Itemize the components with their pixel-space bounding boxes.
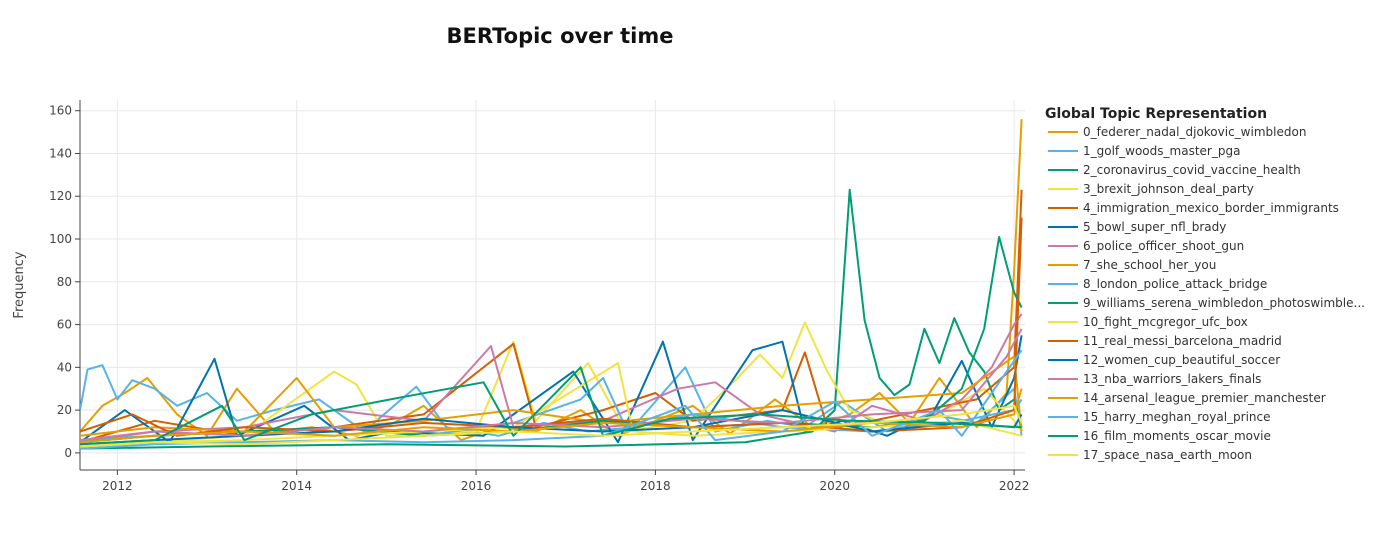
y-tick-label: 0 [64,446,72,460]
legend-label: 9_williams_serena_wimbledon_photoswimble… [1083,296,1365,310]
series-line-7 [80,355,1023,437]
legend-item-10[interactable]: 10_fight_mcgregor_ufc_box [1048,315,1248,329]
x-axis-ticks: 2012 2014 2016 2018 2020 2022 [102,470,1029,493]
y-tick-label: 80 [57,275,72,289]
y-tick-label: 20 [57,403,72,417]
legend-label: 13_nba_warriors_lakers_finals [1083,372,1261,386]
y-tick-label: 100 [49,232,72,246]
legend-label: 14_arsenal_league_premier_manchester [1083,391,1326,405]
legend-label: 7_she_school_her_you [1083,258,1216,272]
series-line-17 [80,404,1023,448]
legend-item-9[interactable]: 9_williams_serena_wimbledon_photoswimble… [1048,296,1365,310]
legend-label: 6_police_officer_shoot_gun [1083,239,1244,253]
legend-label: 4_immigration_mexico_border_immigrants [1083,201,1339,215]
legend-item-1[interactable]: 1_golf_woods_master_pga [1048,144,1240,158]
legend-item-13[interactable]: 13_nba_warriors_lakers_finals [1048,372,1261,386]
y-axis-ticks: 0 20 40 60 80 100 120 140 160 [49,104,80,460]
legend[interactable]: Global Topic Representation 0_federer_na… [1045,106,1365,462]
x-tick-label: 2014 [281,479,312,493]
legend-label: 3_brexit_johnson_deal_party [1083,182,1254,196]
legend-item-17[interactable]: 17_space_nasa_earth_moon [1048,448,1252,462]
series-line-13 [80,328,1023,442]
legend-item-5[interactable]: 5_bowl_super_nfl_brady [1048,220,1226,234]
x-tick-label: 2020 [819,479,850,493]
x-tick-label: 2012 [102,479,133,493]
legend-item-8[interactable]: 8_london_police_attack_bridge [1048,277,1267,291]
legend-label: 16_film_moments_oscar_movie [1083,429,1271,443]
y-axis-label: Frequency [12,251,27,318]
legend-item-11[interactable]: 11_real_messi_barcelona_madrid [1048,334,1282,348]
legend-label: 0_federer_nadal_djokovic_wimbledon [1083,125,1306,139]
legend-item-0[interactable]: 0_federer_nadal_djokovic_wimbledon [1048,125,1306,139]
legend-label: 10_fight_mcgregor_ufc_box [1083,315,1248,329]
legend-label: 17_space_nasa_earth_moon [1083,448,1252,462]
series-line-5 [80,335,1023,444]
legend-item-15[interactable]: 15_harry_meghan_royal_prince [1048,410,1271,424]
series-line-9 [80,235,1023,444]
legend-label: 5_bowl_super_nfl_brady [1083,220,1226,234]
y-tick-label: 140 [49,146,72,160]
chart-title: BERTopic over time [447,24,674,48]
series-line-16 [80,366,1022,446]
legend-label: 12_women_cup_beautiful_soccer [1083,353,1280,367]
y-tick-label: 120 [49,189,72,203]
series-layer [80,119,1023,450]
legend-item-14[interactable]: 14_arsenal_league_premier_manchester [1048,391,1326,405]
legend-item-16[interactable]: 16_film_moments_oscar_movie [1048,429,1271,443]
y-tick-label: 40 [57,360,72,374]
y-tick-label: 60 [57,318,72,332]
legend-item-12[interactable]: 12_women_cup_beautiful_soccer [1048,353,1280,367]
y-tick-label: 160 [49,104,72,118]
legend-label: 8_london_police_attack_bridge [1083,277,1267,291]
legend-label: 1_golf_woods_master_pga [1083,144,1240,158]
x-tick-label: 2022 [999,479,1030,493]
x-tick-label: 2016 [461,479,492,493]
legend-item-4[interactable]: 4_immigration_mexico_border_immigrants [1048,201,1339,215]
legend-label: 15_harry_meghan_royal_prince [1083,410,1271,424]
legend-label: 11_real_messi_barcelona_madrid [1083,334,1282,348]
series-line-2 [80,188,1023,450]
series-line-14 [80,388,1023,444]
legend-item-7[interactable]: 7_she_school_her_you [1048,258,1216,272]
legend-item-6[interactable]: 6_police_officer_shoot_gun [1048,239,1244,253]
legend-title: Global Topic Representation [1045,106,1267,122]
series-line-0 [80,119,1023,442]
legend-label: 2_coronavirus_covid_vaccine_health [1083,163,1301,177]
x-tick-label: 2018 [640,479,671,493]
legend-item-3[interactable]: 3_brexit_johnson_deal_party [1048,182,1254,196]
legend-item-2[interactable]: 2_coronavirus_covid_vaccine_health [1048,163,1301,177]
